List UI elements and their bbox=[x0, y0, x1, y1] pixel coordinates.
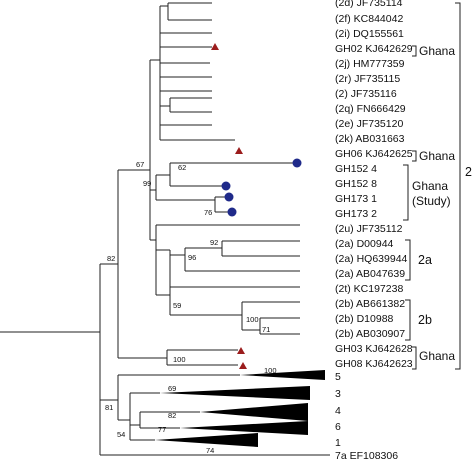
taxon-label: 7a EF108306 bbox=[335, 450, 398, 462]
clade-label-4: 4 bbox=[335, 405, 341, 417]
collapsed-clade-5 bbox=[240, 370, 325, 380]
taxon-label: (2t) KC197238 bbox=[335, 283, 403, 295]
circle-marker-gh152-4 bbox=[292, 158, 302, 168]
bootstrap-value: 96 bbox=[188, 253, 196, 262]
clade-label-3: 3 bbox=[335, 388, 341, 400]
taxon-label: GH06 KJ642625 bbox=[335, 148, 413, 160]
group-label-2a: 2a bbox=[418, 253, 432, 267]
taxon-label: (2b) D10988 bbox=[335, 313, 394, 325]
taxon-label: (2d) JF735114 bbox=[335, 0, 403, 9]
taxon-label: (2b) AB030907 bbox=[335, 328, 405, 340]
study-sample-markers bbox=[221, 158, 302, 217]
bootstrap-value: 59 bbox=[173, 301, 181, 310]
bootstrap-value: 99 bbox=[143, 179, 151, 188]
group-label-ghana: Ghana bbox=[419, 149, 455, 163]
bootstrap-value: 71 bbox=[262, 325, 270, 334]
taxon-label: (2u) JF735112 bbox=[335, 223, 403, 235]
bootstrap-value: 74 bbox=[206, 446, 214, 455]
bootstrap-value: 54 bbox=[117, 430, 125, 439]
circle-marker-gh173-1 bbox=[224, 192, 234, 202]
clade-labels: 5 3 4 6 1 bbox=[335, 371, 341, 449]
triangle-marker-gh08 bbox=[239, 362, 247, 369]
taxon-label: GH173 1 bbox=[335, 193, 377, 205]
taxon-label: (2b) AB661382 bbox=[335, 298, 405, 310]
bootstrap-value: 92 bbox=[210, 238, 218, 247]
bootstrap-value: 82 bbox=[107, 254, 115, 263]
clade-label-1: 1 bbox=[335, 437, 341, 449]
taxon-label: (2e) JF735120 bbox=[335, 118, 403, 130]
taxon-label: (2r) JF735115 bbox=[335, 73, 400, 85]
triangle-marker-gh03 bbox=[237, 347, 245, 354]
taxon-label: (2a) AB047639 bbox=[335, 268, 405, 280]
bootstrap-value: 100 bbox=[246, 315, 259, 324]
group-label-2b: 2b bbox=[418, 313, 432, 327]
taxon-labels: (2d) JF735114 (2f) KC844042 (2i) DQ15556… bbox=[335, 0, 413, 462]
bootstrap-value: 62 bbox=[178, 163, 186, 172]
collapsed-clade-3 bbox=[160, 386, 310, 400]
collapsed-clade-4 bbox=[200, 403, 308, 421]
taxon-label: (2i) DQ155561 bbox=[335, 28, 404, 40]
bootstrap-value: 81 bbox=[105, 403, 113, 412]
group-brackets: Ghana Ghana Ghana (Study) 2a 2b Ghana 2 bbox=[403, 2, 472, 370]
group-label-ghana-study: Ghana bbox=[412, 179, 448, 193]
group-label-genotype-2: 2 bbox=[465, 165, 472, 179]
bootstrap-value: 76 bbox=[204, 208, 212, 217]
taxon-label: (2a) HQ639944 bbox=[335, 253, 408, 265]
taxon-label: GH02 KJ642629 bbox=[335, 43, 413, 55]
triangle-marker-gh02 bbox=[211, 43, 219, 50]
bootstrap-value: 100 bbox=[173, 355, 186, 364]
taxon-label: (2k) AB031663 bbox=[335, 133, 405, 145]
taxon-label: GH03 KJ642628 bbox=[335, 343, 413, 355]
taxon-label: (2q) FN666429 bbox=[335, 103, 406, 115]
ghana-reference-markers bbox=[211, 43, 247, 369]
taxon-label: GH152 8 bbox=[335, 178, 377, 190]
taxon-label: (2j) HM777359 bbox=[335, 58, 405, 70]
circle-marker-gh173-2 bbox=[227, 207, 237, 217]
bootstrap-values: 67 62 99 76 82 92 96 59 100 71 100 100 6… bbox=[105, 160, 277, 455]
group-label-ghana: Ghana bbox=[419, 349, 455, 363]
collapsed-clades bbox=[155, 370, 325, 447]
taxon-label: GH152 4 bbox=[335, 163, 377, 175]
circle-marker-gh152-8 bbox=[221, 181, 231, 191]
taxon-label: (2f) KC844042 bbox=[335, 13, 403, 25]
tree-branches bbox=[0, 2, 330, 456]
taxon-label: GH173 2 bbox=[335, 208, 377, 220]
taxon-label: GH08 KJ642623 bbox=[335, 358, 413, 370]
collapsed-clade-1 bbox=[155, 433, 258, 447]
clade-label-5: 5 bbox=[335, 371, 341, 383]
group-label-ghana-study: (Study) bbox=[412, 194, 451, 208]
bootstrap-value: 100 bbox=[264, 366, 277, 375]
triangle-marker-gh06 bbox=[235, 147, 243, 154]
taxon-label: (2a) D00944 bbox=[335, 238, 394, 250]
clade-label-6: 6 bbox=[335, 421, 341, 433]
bootstrap-value: 77 bbox=[158, 425, 166, 434]
group-label-ghana: Ghana bbox=[419, 44, 455, 58]
taxon-label: (2) JF735116 bbox=[335, 88, 397, 100]
collapsed-clade-6 bbox=[180, 421, 308, 435]
bootstrap-value: 67 bbox=[136, 160, 144, 169]
bootstrap-value: 82 bbox=[168, 411, 176, 420]
bootstrap-value: 69 bbox=[168, 384, 176, 393]
